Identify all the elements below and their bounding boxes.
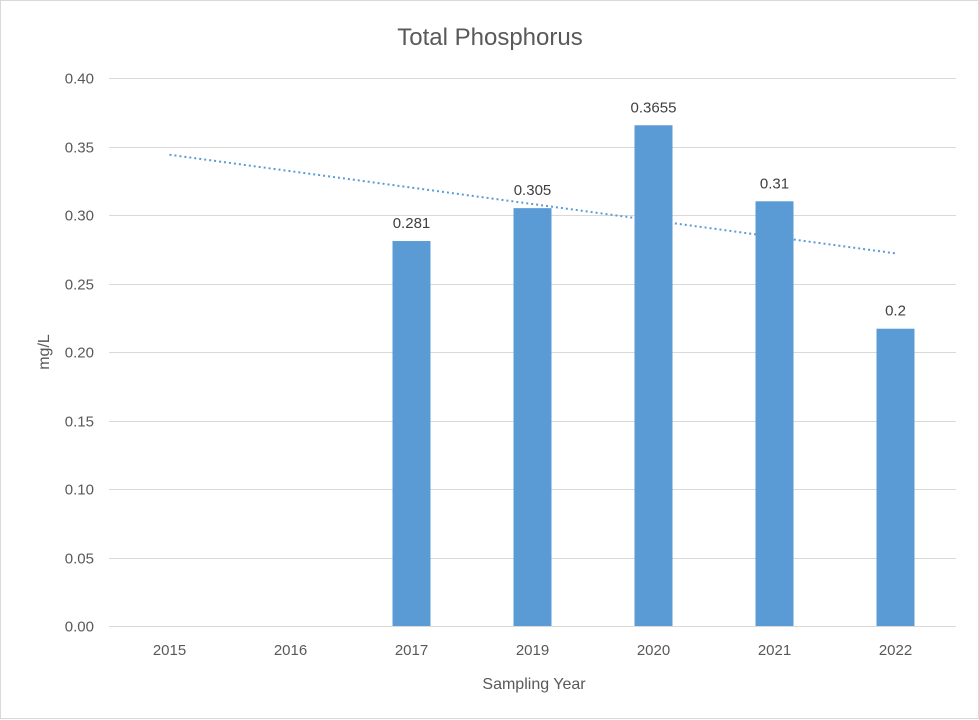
data-label-2020: 0.3655 <box>631 99 677 116</box>
bar-2020 <box>634 125 673 626</box>
x-tick-label-2015: 2015 <box>153 642 186 659</box>
y-axis-title: mg/L <box>36 334 53 370</box>
x-tick-label-2017: 2017 <box>395 642 428 659</box>
data-labels: 0.281 0.305 0.3655 0.31 0.2 <box>393 99 906 319</box>
bar-2021 <box>755 201 794 627</box>
bar-2017 <box>392 241 431 626</box>
x-tick-label-2021: 2021 <box>758 642 791 659</box>
y-tick-label: 0.20 <box>65 345 94 362</box>
bar-2022 <box>876 328 915 626</box>
x-tick-label-2016: 2016 <box>274 642 307 659</box>
y-axis-ticks: 0.00 0.05 0.10 0.15 0.20 0.25 0.30 0.35 0.40 <box>65 71 94 636</box>
y-tick-label: 0.40 <box>65 71 94 88</box>
x-tick-label-2019: 2019 <box>516 642 549 659</box>
x-axis-title: Sampling Year <box>482 676 586 693</box>
y-tick-label: 0.25 <box>65 277 94 294</box>
y-tick-label: 0.10 <box>65 482 94 499</box>
y-tick-label: 0.05 <box>65 551 94 568</box>
x-tick-label-2022: 2022 <box>879 642 912 659</box>
y-tick-label: 0.00 <box>65 619 94 636</box>
trendline <box>169 153 896 255</box>
y-tick-label: 0.35 <box>65 140 94 157</box>
bar-2019 <box>513 208 552 626</box>
bars <box>392 125 915 627</box>
data-label-2021: 0.31 <box>760 175 789 192</box>
x-tick-label-2020: 2020 <box>637 642 670 659</box>
y-tick-label: 0.15 <box>65 414 94 431</box>
chart-title: Total Phosphorus <box>397 24 582 51</box>
trendline-group <box>169 153 896 255</box>
x-axis-ticks: 2015 2016 2017 2019 2020 2021 2022 <box>153 642 912 659</box>
y-tick-label: 0.30 <box>65 208 94 225</box>
data-label-2017: 0.281 <box>393 215 431 232</box>
data-label-2022: 0.2 <box>885 303 906 320</box>
data-label-2019: 0.305 <box>514 182 552 199</box>
